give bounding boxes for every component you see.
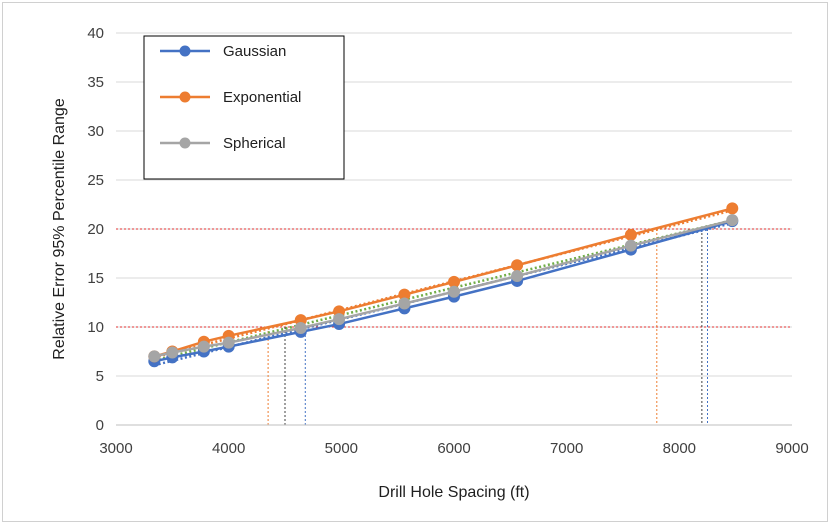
legend-box [143, 35, 345, 180]
legend-label: Spherical [223, 135, 286, 152]
x-tick-label: 5000 [325, 440, 358, 457]
series-layer [148, 202, 739, 368]
x-tick-label: 9000 [775, 440, 808, 457]
data-point [511, 259, 524, 272]
series-line [153, 207, 733, 358]
data-point [294, 321, 307, 334]
x-tick-label: 7000 [550, 440, 583, 457]
y-tick-label: 5 [96, 368, 104, 385]
y-axis-title: Relative Error 95% Percentile Range [51, 98, 68, 360]
trendlines [153, 209, 733, 367]
x-tick-label: 8000 [663, 440, 696, 457]
axis-layer: 0 5 10 15 20 25 30 35 40 3000 4000 5000 6000 7000 8000… [87, 25, 808, 457]
legend-label: Exponential [223, 89, 301, 106]
y-tick-label: 0 [96, 417, 104, 434]
legend-swatch-marker [179, 91, 191, 103]
data-point [511, 270, 524, 283]
legend: Gaussian Exponential Spherical [143, 35, 345, 180]
series-exponential [148, 202, 739, 363]
data-point [148, 350, 161, 363]
data-point [726, 202, 739, 215]
x-axis-title: Drill Hole Spacing (ft) [378, 484, 529, 501]
reference-lines [116, 228, 792, 425]
data-point [448, 285, 460, 298]
series-spherical [148, 214, 739, 363]
data-point [197, 340, 210, 353]
data-point [624, 228, 637, 241]
legend-swatch-marker [179, 45, 191, 57]
y-tick-label: 30 [87, 123, 104, 140]
data-point [333, 313, 346, 326]
x-tick-label: 3000 [99, 440, 132, 457]
data-point [398, 297, 411, 310]
y-tick-label: 35 [87, 74, 104, 91]
y-tick-label: 10 [87, 319, 104, 336]
legend-swatch-marker [179, 137, 191, 149]
y-tick-label: 15 [87, 270, 104, 287]
x-tick-label: 6000 [437, 440, 470, 457]
x-tick-label: 4000 [212, 440, 245, 457]
data-point [726, 214, 739, 227]
data-point [624, 239, 637, 252]
data-point [166, 346, 179, 359]
legend-label: Gaussian [223, 43, 286, 60]
y-tick-label: 20 [87, 221, 104, 238]
y-tick-label: 25 [87, 172, 104, 189]
y-tick-label: 40 [87, 25, 104, 42]
data-point [222, 336, 235, 349]
